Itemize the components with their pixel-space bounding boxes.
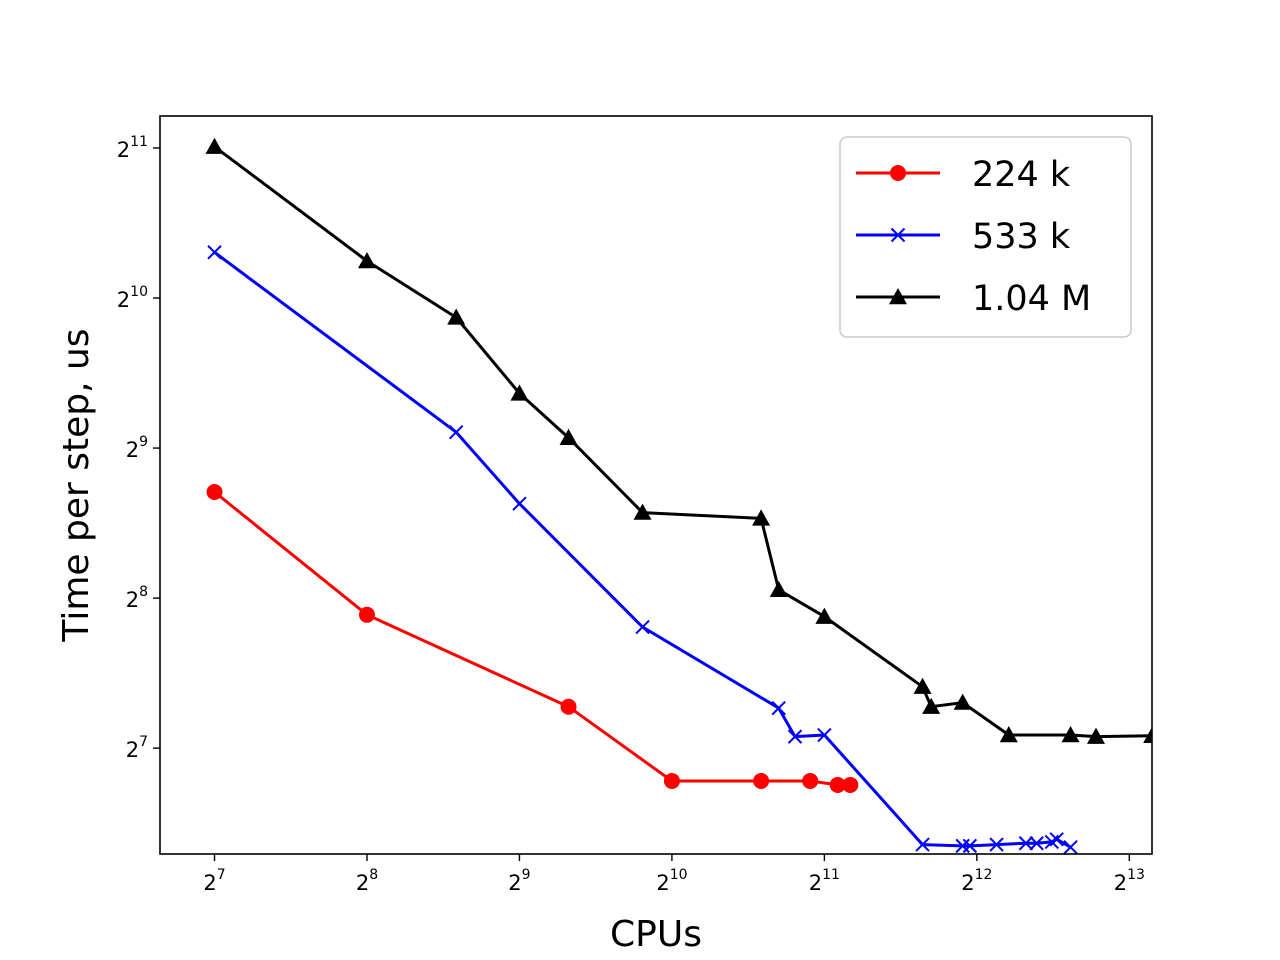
data-point — [771, 700, 786, 716]
x-tick-label: 27 — [203, 867, 225, 895]
x-tick-label: 29 — [508, 867, 530, 895]
data-point — [815, 607, 834, 624]
legend: 224 k 533 k 1.04 M — [839, 136, 1132, 338]
data-point — [448, 424, 464, 440]
y-tick-label: 28 — [126, 584, 148, 612]
data-point — [1143, 727, 1152, 744]
data-point — [842, 776, 859, 793]
data-point — [962, 838, 978, 854]
data-point — [1061, 726, 1080, 743]
data-point — [802, 772, 819, 789]
data-point — [955, 838, 970, 854]
x-axis-ticks: 27 28 29 210 211 212 213 — [203, 854, 1145, 895]
data-point — [817, 727, 832, 743]
y-tick-label: 29 — [126, 434, 148, 462]
y-tick-label: 211 — [117, 134, 148, 162]
x-tick-label: 211 — [809, 867, 840, 895]
data-point — [1049, 832, 1064, 847]
legend-item: 533 k — [856, 217, 1071, 257]
y-tick-label: 27 — [126, 734, 148, 762]
data-point — [510, 384, 529, 401]
data-point — [1063, 840, 1078, 854]
data-point — [922, 697, 941, 714]
legend-label: 1.04 M — [972, 279, 1091, 319]
data-point — [512, 496, 527, 511]
data-point — [1086, 727, 1105, 744]
y-axis-ticks: 27 28 29 210 211 — [117, 134, 160, 762]
data-point — [829, 776, 846, 793]
data-point — [635, 619, 650, 635]
data-point — [787, 729, 803, 744]
legend-frame — [839, 136, 1132, 338]
data-point — [207, 245, 222, 260]
data-point — [559, 428, 578, 445]
axes-frame — [159, 115, 1153, 855]
legend-label: 224 k — [972, 155, 1071, 195]
series-2 — [205, 137, 1152, 744]
x-tick-label: 210 — [656, 867, 687, 895]
x-tick-label: 213 — [1114, 867, 1145, 895]
data-point — [999, 726, 1018, 743]
data-point — [358, 606, 375, 623]
data-point — [447, 308, 466, 325]
legend-marker — [890, 165, 906, 181]
data-point — [206, 483, 223, 500]
data-point — [953, 693, 972, 710]
series-layer — [205, 137, 1152, 854]
data-point — [205, 137, 224, 154]
data-point — [989, 837, 1004, 852]
data-point — [913, 677, 932, 694]
series-line — [213, 251, 1072, 849]
data-point — [915, 837, 930, 852]
series-1 — [207, 245, 1078, 854]
data-point — [752, 509, 771, 526]
legend-marker — [889, 288, 907, 305]
data-point — [663, 772, 680, 789]
data-point — [769, 580, 788, 598]
legend-item: 1.04 M — [856, 279, 1091, 319]
legend-item: 224 k — [856, 155, 1071, 195]
legend-label: 533 k — [972, 217, 1071, 257]
data-point — [753, 772, 770, 789]
data-point — [1018, 836, 1034, 851]
y-tick-label: 210 — [117, 284, 148, 312]
x-tick-label: 212 — [961, 867, 992, 895]
data-point — [633, 503, 652, 520]
data-point — [1029, 836, 1044, 851]
series-0 — [206, 483, 859, 793]
legend-marker — [890, 227, 906, 243]
data-point — [560, 698, 577, 715]
x-axis-title: CPUs — [610, 914, 702, 955]
x-tick-label: 28 — [356, 867, 378, 895]
data-point — [357, 251, 376, 269]
y-axis-title: Time per step, us — [56, 328, 97, 642]
